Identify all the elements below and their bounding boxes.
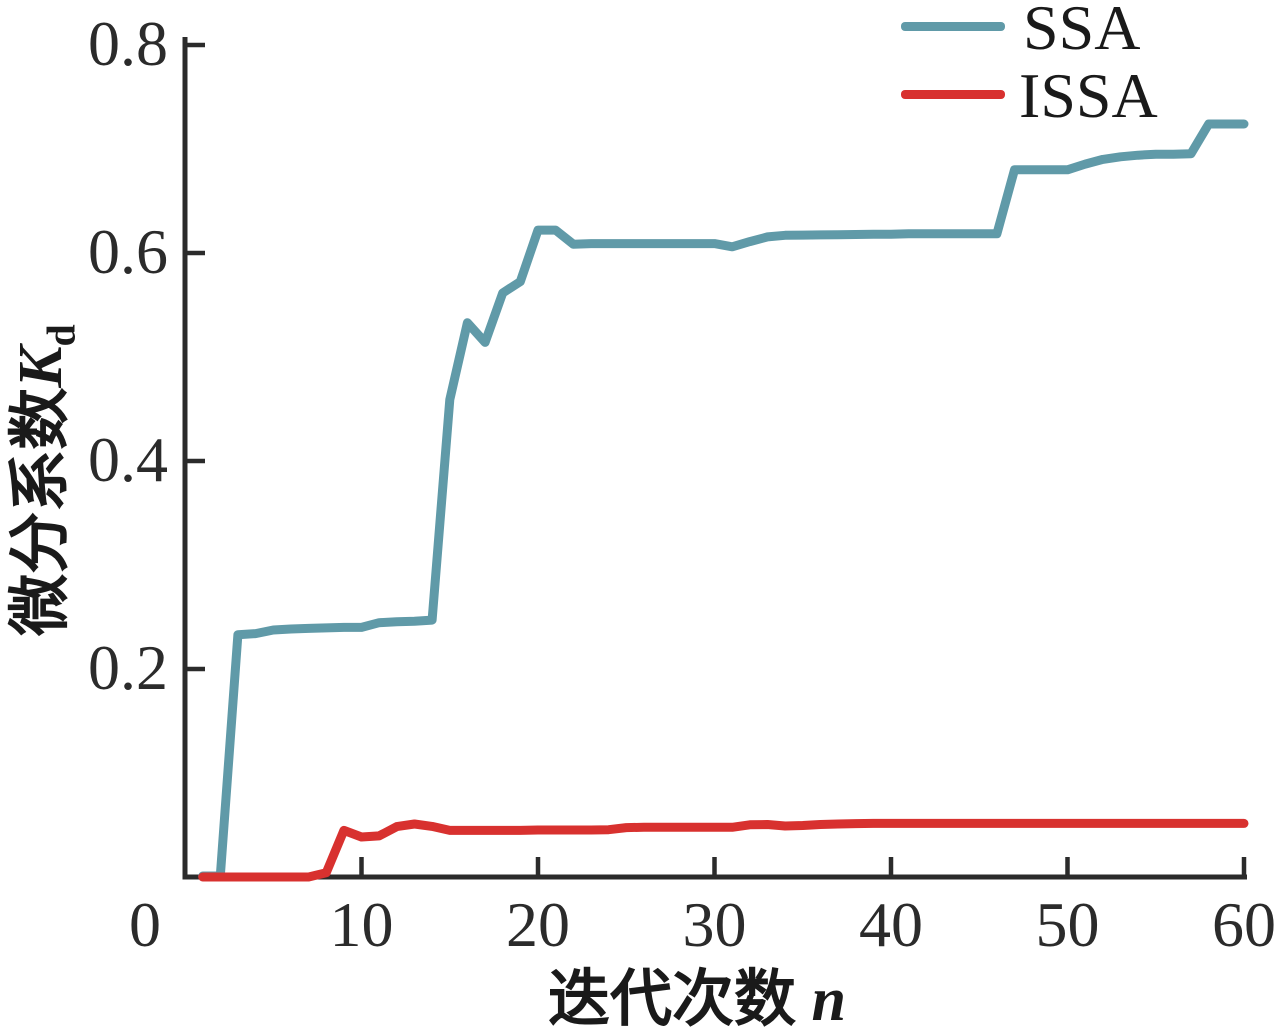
y-tick-label: 0.8 <box>88 8 168 79</box>
axes <box>182 37 1247 880</box>
x-tick-label: 40 <box>859 889 923 960</box>
y-axis-label: 微分系数Kd <box>0 324 83 636</box>
axis-lines <box>182 37 1247 880</box>
series-line-issa <box>198 818 1249 882</box>
series-line-ssa <box>198 119 1249 881</box>
x-tick-label: 0 <box>129 889 161 960</box>
x-tick-label: 10 <box>329 889 394 960</box>
y-tick-label: 0.4 <box>88 424 168 495</box>
x-axis-label-variable: n <box>811 966 846 1033</box>
x-tick-label: 30 <box>682 889 747 960</box>
y-axis-label-variable: K <box>7 346 75 388</box>
data-series <box>198 119 1249 882</box>
x-axis-label-text: 迭代次数 <box>548 966 797 1033</box>
y-axis-label-subscript: d <box>38 324 84 347</box>
y-tick-label: 0.2 <box>88 632 168 703</box>
axis-ticks <box>187 42 1247 875</box>
y-tick-label: 0.6 <box>88 216 168 287</box>
x-axis-label: 迭代次数 n <box>548 948 846 1033</box>
y-axis-label-text: 微分系数 <box>7 387 75 636</box>
x-tick-label: 60 <box>1212 889 1276 960</box>
x-tick-label: 20 <box>506 889 570 960</box>
x-tick-label: 50 <box>1035 889 1100 960</box>
